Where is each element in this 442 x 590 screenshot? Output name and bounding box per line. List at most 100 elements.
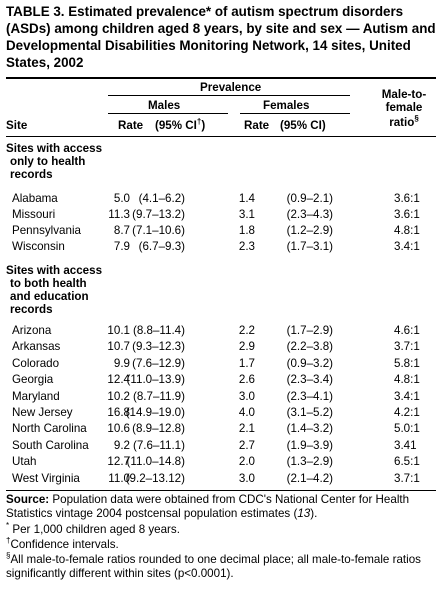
section-mark: § <box>414 114 419 124</box>
top-rule <box>6 77 436 79</box>
header-m-ci-close: ) <box>201 119 206 132</box>
section2-line3: and education <box>10 290 89 303</box>
section1-line3: records <box>10 168 53 181</box>
male-ci-cell: (4.1–6.2) <box>138 192 185 205</box>
site-cell: Alabama <box>12 192 58 205</box>
source-label: Source: <box>6 493 50 506</box>
female-rate-cell: 1.8 <box>238 224 255 237</box>
section1-line2: only to health <box>10 155 86 168</box>
site-cell: Missouri <box>12 208 56 221</box>
section1-label: Sites with access only to health records <box>6 142 102 181</box>
site-cell: Maryland <box>12 389 60 403</box>
male-ci-cell: (7.6–11.1) <box>133 438 185 452</box>
female-ci-cell: (2.3–3.4) <box>286 373 333 387</box>
male-rate-cell: 10.2 <box>107 389 130 403</box>
footnote-dagger: †Confidence intervals. <box>6 536 436 552</box>
male-rate-cell: 10.1 <box>107 324 130 337</box>
female-ci-cell: (1.7–2.9) <box>286 324 333 337</box>
ratio-cell: 3.41 <box>394 438 417 452</box>
male-ci-cell: (8.9–12.8) <box>132 422 185 436</box>
female-rate-cell: 2.3 <box>238 240 255 253</box>
ratio-cell: 3.6:1 <box>394 192 420 205</box>
section-footnote-mark: § <box>6 551 11 561</box>
female-ci-cell: (1.3–2.9) <box>286 455 333 469</box>
table-row: South Carolina 9.2 (7.6–11.1) 2.7 (1.9–3.9) 3… <box>0 438 442 454</box>
ratio-cell: 4.8:1 <box>394 373 420 387</box>
dagger-footnote-mark: † <box>6 536 11 546</box>
ratio-cell: 4.2:1 <box>394 406 420 419</box>
section-text: All male-to-female ratios rounded to one… <box>6 553 421 580</box>
table-row: Colorado 9.9 (7.6–12.9) 1.7 (0.9–3.2) 5.8:1 <box>0 356 442 372</box>
header-m-rate: Rate <box>118 119 144 132</box>
ratio-cell: 3.6:1 <box>394 208 420 221</box>
header-females: Females <box>263 99 310 112</box>
female-ci-cell: (2.3–4.3) <box>286 208 333 221</box>
dagger-mark: † <box>196 117 202 127</box>
male-rate-cell: 11.0 <box>108 471 130 485</box>
female-rate-cell: 1.4 <box>238 192 255 205</box>
footnote-source: Source: Population data were obtained fr… <box>6 493 436 521</box>
header-m-ci: (95% CI†) <box>155 117 206 132</box>
male-ci-cell: (7.6–12.9) <box>132 356 185 370</box>
male-ci-cell: (9.3–12.3) <box>132 340 185 354</box>
male-ci-cell: (8.7–11.9) <box>133 389 185 403</box>
female-rate-cell: 4.0 <box>238 406 255 419</box>
header-f-ci: (95% CI) <box>280 119 326 132</box>
male-ci-cell: (9.7–13.2) <box>132 208 185 221</box>
female-ci-cell: (0.9–3.2) <box>286 356 333 370</box>
male-rate-cell: 12.4 <box>107 373 130 387</box>
female-rate-cell: 2.7 <box>238 438 255 452</box>
ratio-cell: 6.5:1 <box>394 455 420 469</box>
bottom-rule <box>6 490 436 491</box>
footnote-star: * Per 1,000 children aged 8 years. <box>6 522 436 537</box>
female-ci-cell: (1.2–2.9) <box>286 224 333 237</box>
section2-label: Sites with access to both health and edu… <box>6 264 102 316</box>
source-ref: 13 <box>297 507 311 520</box>
ratio-cell: 3.7:1 <box>394 471 420 485</box>
female-rate-cell: 3.1 <box>238 208 255 221</box>
prevalence-rule <box>108 95 350 96</box>
star-text: Per 1,000 children aged 8 years. <box>12 523 180 536</box>
footnote-section: §All male-to-female ratios rounded to on… <box>6 551 436 581</box>
male-rate-cell: 11.3 <box>108 208 130 221</box>
table-row: Maryland 10.2 (8.7–11.9) 3.0 (2.3–4.1) 3.4:1 <box>0 389 442 405</box>
header-ratio-line2: female <box>385 101 423 114</box>
header-site: Site <box>6 119 28 132</box>
site-cell: New Jersey <box>12 406 73 419</box>
ratio-cell: 5.8:1 <box>394 356 420 370</box>
table-title: TABLE 3. Estimated prevalence* of autism… <box>6 4 436 70</box>
table-row: Missouri 11.3 (9.7–13.2) 3.1 (2.3–4.3) 3.6:1 <box>0 207 442 223</box>
male-rate-cell: 9.9 <box>113 356 130 370</box>
ratio-cell: 4.8:1 <box>394 224 420 237</box>
male-ci-cell: (7.1–10.6) <box>132 224 185 237</box>
male-rate-cell: 7.9 <box>113 240 130 253</box>
male-ci-cell: (9.2–13.12) <box>125 471 185 485</box>
header-ratio: Male-to- female ratio§ <box>372 88 436 129</box>
female-rate-cell: 2.2 <box>238 324 255 337</box>
female-ci-cell: (3.1–5.2) <box>286 406 333 419</box>
table-row: New Jersey 16.8 (14.9–19.0) 4.0 (3.1–5.2) 4.2… <box>0 405 442 421</box>
female-ci-cell: (1.7–3.1) <box>286 240 333 253</box>
female-ci-cell: (2.1–4.2) <box>286 471 333 485</box>
female-rate-cell: 2.6 <box>238 373 255 387</box>
site-cell: West Virginia <box>12 471 80 485</box>
males-rule <box>108 113 228 114</box>
table-row: Utah 12.7 (11.0–14.8) 2.0 (1.3–2.9) 6.5:1 <box>0 454 442 470</box>
dagger-text: Confidence intervals. <box>10 538 119 551</box>
ratio-cell: 5.0:1 <box>394 422 420 436</box>
male-ci-cell: (11.0–14.8) <box>126 455 185 469</box>
site-cell: Georgia <box>12 373 54 387</box>
female-rate-cell: 1.7 <box>238 356 255 370</box>
section2-line4: records <box>10 303 53 316</box>
header-males: Males <box>148 99 181 112</box>
table-row: Wisconsin 7.9 (6.7–9.3) 2.3 (1.7–3.1) 3.4:1 <box>0 239 442 255</box>
header-ratio-line3: ratio§ <box>372 114 436 129</box>
male-ci-cell: (14.9–19.0) <box>125 406 185 419</box>
section2-line1: Sites with access <box>6 264 103 277</box>
header-f-rate: Rate <box>244 119 270 132</box>
site-cell: Pennsylvania <box>12 224 81 237</box>
table-row: West Virginia 11.0 (9.2–13.12) 3.0 (2.1–4.2)… <box>0 471 442 487</box>
header-ratio-text: ratio <box>389 116 415 129</box>
table-row: North Carolina 10.6 (8.9–12.8) 2.1 (1.4–3.2)… <box>0 421 442 437</box>
